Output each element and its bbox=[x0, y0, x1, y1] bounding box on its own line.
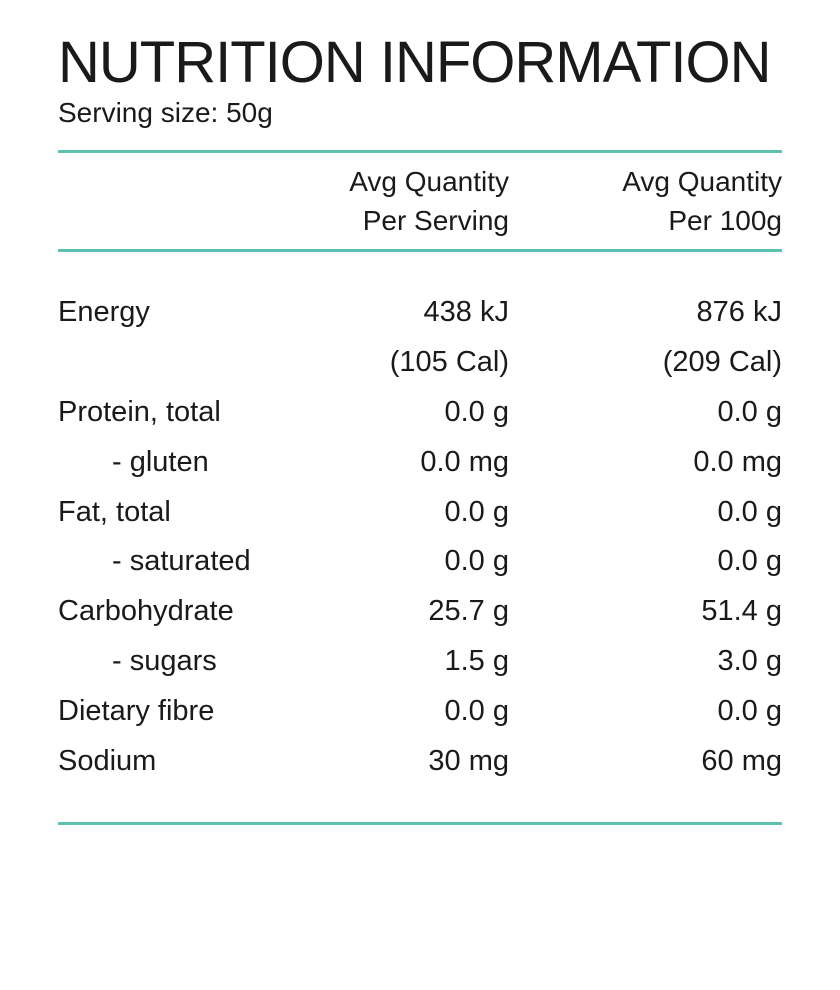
header-per-serving: Avg Quantity Per Serving bbox=[288, 162, 509, 240]
nutrient-value-per-serving: 0.0 g bbox=[444, 495, 510, 528]
panel-title: NUTRITION INFORMATION bbox=[58, 30, 772, 95]
nutrient-value-per-100g: (209 Cal) bbox=[662, 346, 782, 379]
column-header-row: Avg Quantity Per Serving Avg Quantity Pe… bbox=[58, 153, 782, 249]
header-per-100g-line-1: Avg Quantity bbox=[622, 166, 782, 197]
nutrient-row: Fat, total 0.0 g 0.0 g bbox=[58, 487, 782, 537]
nutrient-value-per-100g: 60 mg bbox=[701, 744, 782, 777]
nutrient-label: - sugars bbox=[112, 644, 217, 677]
nutrient-value-per-serving: 0.0 g bbox=[444, 395, 510, 428]
header-per-100g-line-2: Per 100g bbox=[668, 205, 782, 236]
nutrient-row: (105 Cal) (209 Cal) bbox=[58, 338, 782, 388]
nutrient-value-per-100g: 0.0 g bbox=[717, 694, 783, 727]
nutrient-value-per-100g: 0.0 g bbox=[717, 395, 783, 428]
nutrient-label: Energy bbox=[58, 296, 150, 329]
nutrient-value-per-100g: 3.0 g bbox=[717, 644, 783, 677]
nutrient-value-per-serving: 0.0 g bbox=[444, 545, 510, 578]
nutrient-row: Energy 438 kJ 876 kJ bbox=[58, 288, 782, 338]
nutrient-label: - saturated bbox=[112, 545, 251, 578]
header-per-100g: Avg Quantity Per 100g bbox=[509, 162, 782, 240]
nutrient-label: Dietary fibre bbox=[58, 694, 215, 727]
top-divider bbox=[58, 150, 782, 153]
nutrient-value-per-serving: 0.0 mg bbox=[420, 445, 509, 478]
nutrient-value-per-serving: 25.7 g bbox=[428, 595, 509, 628]
header-divider bbox=[58, 249, 782, 252]
nutrient-row: - gluten 0.0 mg 0.0 mg bbox=[58, 437, 782, 487]
nutrient-value-per-100g: 0.0 mg bbox=[693, 445, 782, 478]
nutrient-label: Carbohydrate bbox=[58, 595, 234, 628]
nutrient-row: - saturated 0.0 g 0.0 g bbox=[58, 537, 782, 587]
nutrient-label: Fat, total bbox=[58, 495, 171, 528]
nutrient-row: Sodium 30 mg 60 mg bbox=[58, 736, 782, 786]
nutrient-value-per-serving: 30 mg bbox=[428, 744, 509, 777]
nutrient-label: Sodium bbox=[58, 744, 157, 777]
nutrient-rows: Energy 438 kJ 876 kJ (105 Cal) (209 Cal) Prot… bbox=[58, 288, 782, 786]
nutrient-row: Carbohydrate 25.7 g 51.4 g bbox=[58, 587, 782, 637]
nutrient-label: Protein, total bbox=[58, 395, 221, 428]
nutrient-value-per-100g: 876 kJ bbox=[696, 296, 782, 329]
serving-size: Serving size: 50g bbox=[58, 97, 273, 128]
nutrient-row: Protein, total 0.0 g 0.0 g bbox=[58, 388, 782, 438]
nutrient-row: - sugars 1.5 g 3.0 g bbox=[58, 637, 782, 687]
nutrition-panel: NUTRITION INFORMATION Serving size: 50g … bbox=[58, 30, 782, 825]
nutrient-label: - gluten bbox=[112, 445, 209, 478]
nutrient-value-per-100g: 0.0 g bbox=[717, 495, 783, 528]
header-per-serving-line-1: Avg Quantity bbox=[349, 166, 509, 197]
nutrient-row: Dietary fibre 0.0 g 0.0 g bbox=[58, 686, 782, 736]
header-per-serving-line-2: Per Serving bbox=[362, 205, 509, 236]
nutrient-value-per-100g: 51.4 g bbox=[701, 595, 782, 628]
nutrient-value-per-serving: 438 kJ bbox=[423, 296, 509, 329]
nutrient-value-per-serving: 0.0 g bbox=[444, 694, 510, 727]
nutrient-value-per-100g: 0.0 g bbox=[717, 545, 783, 578]
bottom-divider bbox=[58, 821, 782, 825]
nutrient-value-per-serving: 1.5 g bbox=[444, 644, 510, 677]
nutrient-value-per-serving: (105 Cal) bbox=[389, 346, 509, 379]
